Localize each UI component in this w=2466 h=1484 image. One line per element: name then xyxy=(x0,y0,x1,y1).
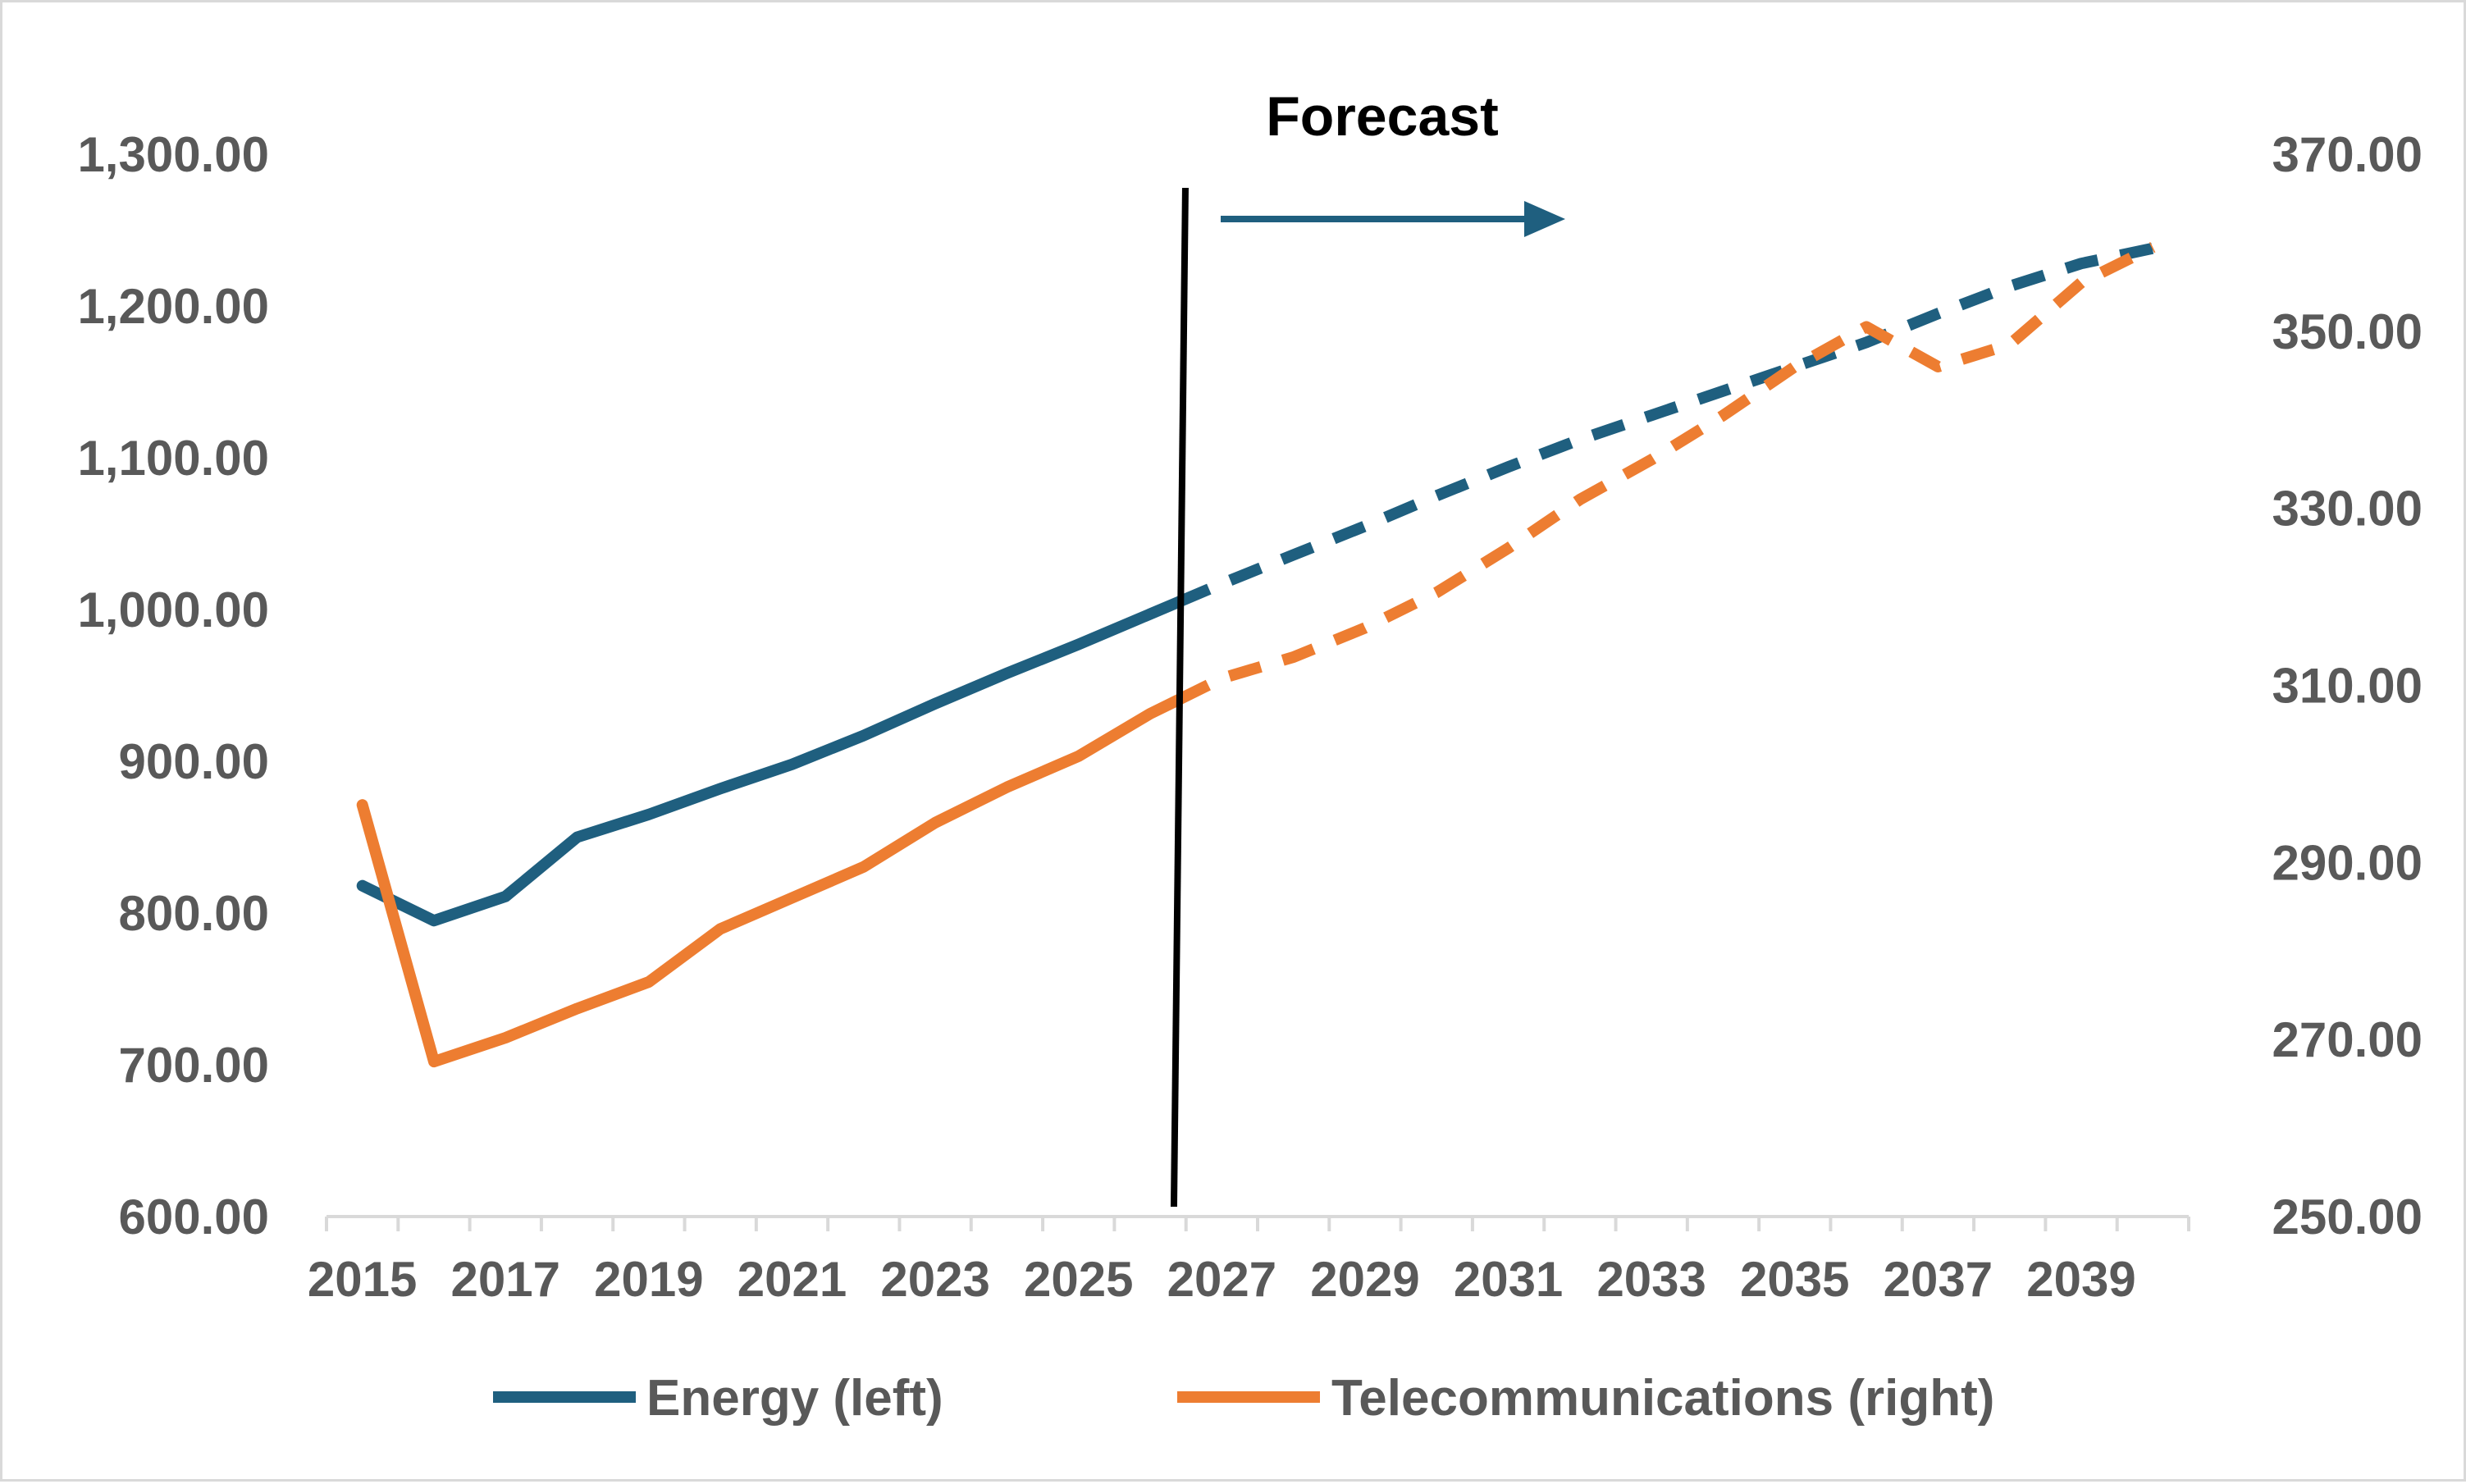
y-left-tick-label: 900.00 xyxy=(118,734,269,789)
y-right-tick-label: 250.00 xyxy=(2272,1189,2423,1244)
y-left-tick-label: 700.00 xyxy=(118,1038,269,1093)
x-tick-label: 2017 xyxy=(451,1252,560,1307)
legend: Energy (left) Telecommunications (right) xyxy=(493,1370,1994,1427)
x-tick-label: 2031 xyxy=(1454,1252,1563,1307)
x-tick-label: 2021 xyxy=(738,1252,847,1307)
forecast-divider-line xyxy=(1170,187,1189,1208)
series-line-energy-forecast xyxy=(1176,242,2154,608)
series-line-telecommunications-actual xyxy=(356,693,1185,1068)
series-line-telecommunications-forecast xyxy=(1176,242,2156,705)
axes: 2015 2017 2019 2021 2023 2025 2027 2029 2031 2033… xyxy=(77,127,2423,1307)
y-right-tick-label: 330.00 xyxy=(2272,482,2423,537)
x-tick-label: 2037 xyxy=(1884,1252,1993,1307)
y-left-tick-label: 800.00 xyxy=(118,886,269,941)
x-tick-label: 2029 xyxy=(1310,1252,1419,1307)
y-left-tick-label: 1,100.00 xyxy=(77,431,269,486)
x-tick-label: 2035 xyxy=(1740,1252,1849,1307)
x-tick-label: 2023 xyxy=(880,1252,989,1307)
legend-label-telecommunications: Telecommunications (right) xyxy=(1331,1370,1994,1427)
y-right-tick-label: 350.00 xyxy=(2272,304,2423,359)
series-line-energy-actual xyxy=(356,596,1185,927)
y-right-tick-label: 290.00 xyxy=(2272,835,2423,890)
x-tick-label: 2025 xyxy=(1024,1252,1133,1307)
y-left-tick-label: 600.00 xyxy=(118,1189,269,1244)
y-right-tick-label: 310.00 xyxy=(2272,659,2423,714)
x-tick-label: 2039 xyxy=(2026,1252,2135,1307)
y-left-tick-label: 1,000.00 xyxy=(77,582,269,637)
x-tick-label: 2027 xyxy=(1167,1252,1276,1307)
legend-label-energy: Energy (left) xyxy=(646,1370,943,1427)
y-right-tick-label: 370.00 xyxy=(2272,127,2423,182)
forecast-annotation: Forecast xyxy=(1170,85,1565,1208)
x-tick-label: 2015 xyxy=(308,1252,417,1307)
forecast-arrow-icon xyxy=(1524,201,1565,237)
y-right-tick-label: 270.00 xyxy=(2272,1012,2423,1067)
series-group xyxy=(356,242,2156,1068)
y-left-tick-label: 1,300.00 xyxy=(77,127,269,182)
x-tick-label: 2019 xyxy=(594,1252,703,1307)
forecast-label: Forecast xyxy=(1266,85,1498,148)
x-tick-label: 2033 xyxy=(1596,1252,1706,1307)
y-left-tick-label: 1,200.00 xyxy=(77,279,269,334)
